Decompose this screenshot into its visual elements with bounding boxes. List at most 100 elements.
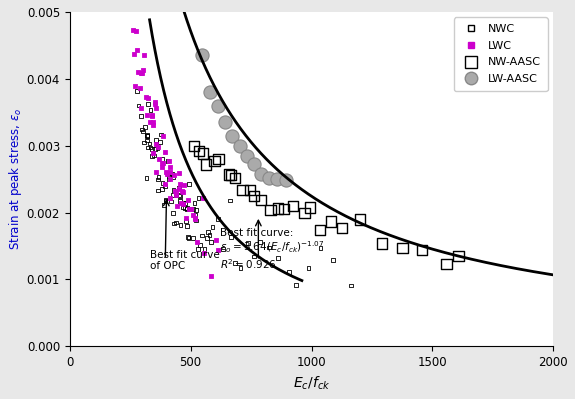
NWC bbox=[213, 216, 223, 222]
Legend: NWC, LWC, NW-AASC, LW-AASC: NWC, LWC, NW-AASC, LW-AASC bbox=[454, 18, 547, 91]
NWC bbox=[151, 137, 160, 143]
LWC bbox=[206, 273, 216, 280]
LWC bbox=[148, 122, 158, 128]
LWC bbox=[170, 188, 179, 194]
NWC bbox=[170, 220, 179, 227]
NWC bbox=[143, 144, 152, 151]
NW-AASC bbox=[256, 197, 265, 203]
NW-AASC bbox=[246, 186, 255, 193]
NWC bbox=[189, 235, 198, 241]
NWC bbox=[164, 176, 173, 183]
NWC bbox=[145, 140, 154, 147]
NW-AASC bbox=[327, 218, 336, 225]
NWC bbox=[184, 235, 193, 241]
NWC bbox=[191, 212, 200, 218]
LWC bbox=[132, 46, 141, 53]
NWC bbox=[205, 231, 214, 238]
NWC bbox=[183, 234, 193, 240]
NWC bbox=[264, 244, 274, 251]
NWC bbox=[154, 174, 163, 180]
LW-AASC bbox=[282, 177, 291, 184]
LWC bbox=[151, 99, 160, 105]
NWC bbox=[182, 205, 191, 212]
LWC bbox=[183, 197, 193, 203]
LWC bbox=[164, 158, 174, 164]
NWC bbox=[143, 133, 152, 139]
NWC bbox=[250, 253, 259, 260]
NWC bbox=[255, 239, 264, 245]
NWC bbox=[194, 195, 203, 201]
LWC bbox=[170, 172, 179, 178]
NWC bbox=[142, 132, 151, 138]
NWC bbox=[148, 153, 157, 160]
LW-AASC bbox=[205, 89, 214, 95]
LWC bbox=[132, 28, 141, 35]
LWC bbox=[178, 189, 187, 196]
NWC bbox=[143, 101, 152, 107]
LWC bbox=[157, 164, 166, 170]
LWC bbox=[172, 192, 181, 198]
LWC bbox=[190, 215, 200, 221]
LWC bbox=[131, 83, 140, 89]
NW-AASC bbox=[201, 162, 210, 168]
NW-AASC bbox=[231, 175, 240, 181]
NWC bbox=[158, 156, 167, 162]
NWC bbox=[137, 126, 147, 132]
NWC bbox=[175, 192, 184, 198]
NWC bbox=[137, 113, 146, 119]
LWC bbox=[148, 113, 157, 120]
NW-AASC bbox=[289, 203, 298, 209]
NWC bbox=[159, 202, 168, 208]
LW-AASC bbox=[235, 142, 244, 149]
LWC bbox=[166, 176, 175, 182]
NWC bbox=[346, 282, 355, 289]
LWC bbox=[149, 119, 158, 126]
NW-AASC bbox=[266, 207, 275, 213]
LWC bbox=[145, 119, 155, 126]
NWC bbox=[153, 176, 162, 183]
LWC bbox=[198, 194, 208, 201]
NWC bbox=[167, 170, 177, 176]
NWC bbox=[285, 269, 294, 275]
LWC bbox=[166, 169, 175, 175]
NWC bbox=[197, 232, 206, 239]
LWC bbox=[129, 51, 139, 58]
NWC bbox=[176, 222, 185, 229]
NWC bbox=[181, 200, 190, 206]
NWC bbox=[208, 224, 217, 230]
NWC bbox=[191, 217, 201, 223]
LWC bbox=[178, 201, 187, 207]
NWC bbox=[291, 282, 300, 288]
LWC bbox=[151, 101, 160, 108]
NWC bbox=[196, 242, 205, 249]
NW-AASC bbox=[442, 261, 451, 267]
NWC bbox=[202, 235, 212, 241]
NW-AASC bbox=[454, 253, 463, 259]
LWC bbox=[174, 186, 183, 192]
LWC bbox=[185, 206, 194, 212]
NWC bbox=[191, 207, 201, 213]
LWC bbox=[149, 150, 158, 156]
NWC bbox=[142, 175, 151, 181]
NWC bbox=[140, 124, 150, 130]
NWC bbox=[164, 174, 174, 180]
LWC bbox=[148, 111, 157, 118]
LWC bbox=[177, 200, 186, 206]
LW-AASC bbox=[250, 161, 259, 168]
NWC bbox=[231, 260, 240, 266]
NW-AASC bbox=[273, 205, 282, 211]
NWC bbox=[143, 137, 152, 144]
NWC bbox=[163, 171, 172, 177]
NW-AASC bbox=[398, 245, 407, 251]
LWC bbox=[188, 211, 197, 218]
NWC bbox=[181, 218, 190, 225]
LW-AASC bbox=[242, 152, 251, 159]
LW-AASC bbox=[228, 132, 237, 139]
NW-AASC bbox=[378, 240, 387, 247]
NWC bbox=[169, 187, 178, 193]
LWC bbox=[213, 246, 223, 253]
LWC bbox=[144, 95, 153, 101]
NWC bbox=[188, 205, 197, 212]
LWC bbox=[137, 69, 146, 76]
NW-AASC bbox=[305, 204, 315, 211]
